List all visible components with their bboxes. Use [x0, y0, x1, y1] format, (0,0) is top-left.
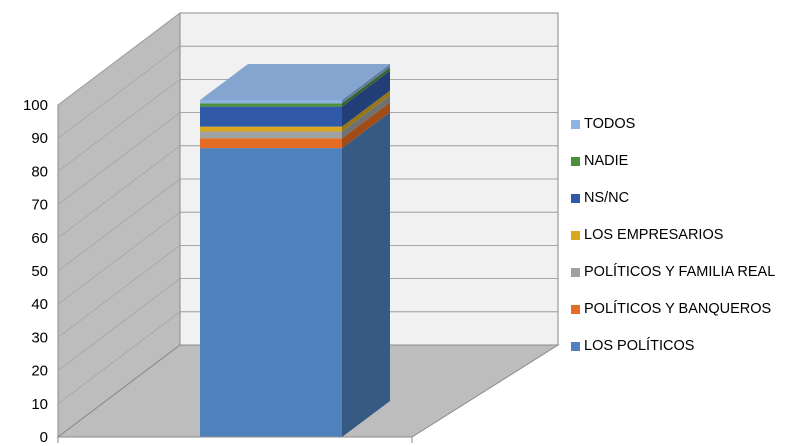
y-tick-label: 40 [31, 296, 48, 313]
bar-segment-front [200, 103, 342, 107]
bar-segment-side [342, 70, 390, 127]
side-gridline [57, 45, 181, 139]
side-gridline [57, 278, 181, 371]
bar-segment-front [200, 148, 342, 437]
legend-swatch [571, 268, 580, 277]
legend-label: POLÍTICOS Y FAMILIA REAL [584, 264, 776, 280]
side-gridline [57, 178, 181, 272]
bar-segment-side [342, 64, 390, 104]
y-tick-label: 0 [40, 429, 48, 446]
legend-swatch [571, 342, 580, 351]
bar-segment-side [342, 95, 390, 139]
legend-swatch [571, 157, 580, 166]
legend-swatch [571, 120, 580, 129]
legend-label: LOS EMPRESARIOS [584, 227, 724, 243]
bar-segment-front [200, 131, 342, 139]
legend-item: POLÍTICOS Y FAMILIA REAL [568, 264, 804, 282]
side-gridline [57, 311, 181, 405]
bar-segment-front [200, 138, 342, 149]
legend-item: NS/NC [568, 190, 804, 208]
bar-segment-side [342, 67, 390, 107]
legend: TODOS NADIE NS/NC LOS EMPRESARIOS POLÍTICOS … [568, 116, 804, 375]
y-tick-label: 20 [31, 363, 48, 380]
bar-segment-side [342, 90, 390, 132]
side-gridline [57, 12, 181, 106]
bar-segment-front [200, 106, 342, 127]
legend-label: TODOS [584, 116, 636, 132]
y-tick-label: 100 [23, 97, 48, 114]
legend-swatch [571, 305, 580, 314]
legend-label: LOS POLÍTICOS [584, 338, 695, 354]
side-gridline [57, 112, 181, 205]
legend-item: TODOS [568, 116, 804, 134]
y-tick-label: 30 [31, 329, 48, 346]
legend-item: NADIE [568, 153, 804, 171]
y-tick-label: 10 [31, 396, 48, 413]
legend-item: LOS EMPRESARIOS [568, 227, 804, 245]
y-tick-label: 50 [31, 263, 48, 280]
y-tick-label: 60 [31, 230, 48, 247]
bar-top-face [200, 64, 390, 101]
y-tick-label: 90 [31, 130, 48, 147]
legend-item: LOS POLÍTICOS [568, 338, 804, 356]
y-tick-label: 70 [31, 197, 48, 214]
legend-label: POLÍTICOS Y BANQUEROS [584, 301, 772, 317]
y-tick-label: 80 [31, 163, 48, 180]
side-gridline [57, 245, 181, 338]
legend-swatch [571, 194, 580, 203]
legend-item: POLÍTICOS Y BANQUEROS [568, 301, 804, 319]
bar-segment-side [342, 112, 390, 437]
legend-label: NADIE [584, 153, 629, 169]
side-gridline [57, 145, 181, 239]
legend-swatch [571, 231, 580, 240]
bar-segment-front [200, 126, 342, 132]
bar-segment-side [342, 102, 390, 149]
side-gridline [57, 79, 181, 172]
bar-segment-front [200, 100, 342, 104]
side-gridline [57, 211, 181, 305]
legend-label: NS/NC [584, 190, 630, 206]
